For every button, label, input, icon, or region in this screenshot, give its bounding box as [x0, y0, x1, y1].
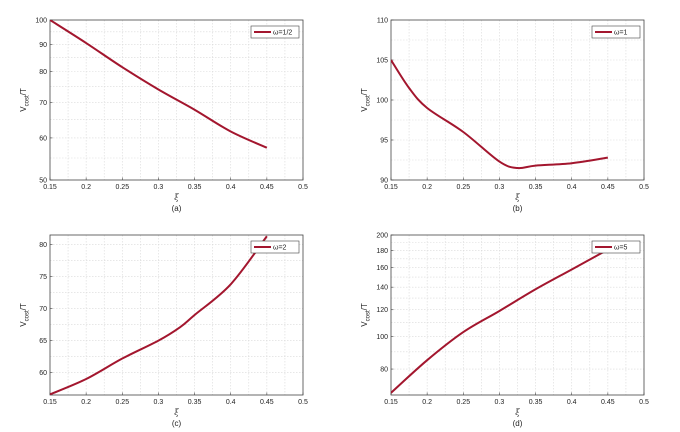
- x-tick-label: 0.2: [81, 184, 91, 191]
- legend-label: ω=5: [614, 245, 628, 252]
- x-tick-label: 0.3: [154, 399, 164, 406]
- x-tick-label: 0.2: [422, 184, 432, 191]
- legend-box: [250, 240, 300, 254]
- y-tick-label: 80: [380, 367, 388, 374]
- series-line: [50, 235, 268, 395]
- y-tick-label: 75: [39, 274, 47, 281]
- x-tick-label: 0.35: [529, 399, 543, 406]
- plot-frame: [390, 234, 645, 396]
- y-tick-label: 120: [376, 307, 388, 314]
- y-tick-label: 90: [380, 178, 388, 185]
- x-tick-label: 0.3: [495, 399, 505, 406]
- y-tick-label: 100: [35, 18, 47, 25]
- x-tick-label: 0.2: [422, 399, 432, 406]
- y-tick-label: 200: [376, 233, 388, 240]
- panel-caption: (a): [172, 204, 182, 213]
- x-tick-label: 0.3: [154, 184, 164, 191]
- x-axis-label: ξ: [174, 408, 179, 417]
- y-tick-label: 140: [376, 285, 388, 292]
- x-tick-label: 0.4: [226, 399, 236, 406]
- chart-panel-1: 0.15 0.2 0.25 0.3 0.35 0.4 0.45 0.5 50 60 70 80 90 10…: [19, 18, 308, 214]
- y-tick-label: 60: [39, 135, 47, 142]
- legend-box: [591, 240, 641, 254]
- x-tick-label: 0.25: [456, 184, 470, 191]
- y-tick-label: 110: [377, 18, 388, 25]
- y-tick-label: 180: [376, 248, 388, 255]
- y-tick-label: 80: [39, 242, 47, 249]
- legend-box: [250, 25, 300, 39]
- y-axis-label: Vcost/T: [360, 88, 372, 112]
- legend-label: ω=1: [614, 30, 628, 37]
- y-tick-label: 60: [39, 370, 47, 377]
- x-tick-label: 0.2: [81, 399, 91, 406]
- y-axis-label: Vcost/T: [19, 303, 31, 327]
- series-line: [50, 20, 268, 149]
- y-tick-label: 50: [39, 178, 47, 185]
- x-tick-label: 0.5: [639, 399, 649, 406]
- legend-label: ω=2: [273, 245, 287, 252]
- x-tick-label: 0.45: [601, 184, 615, 191]
- y-tick-label: 100: [376, 98, 388, 105]
- y-tick-label: 65: [39, 338, 47, 345]
- x-tick-label: 0.25: [115, 399, 129, 406]
- plot-frame: [49, 19, 304, 181]
- x-axis-label: ξ: [515, 193, 520, 202]
- panel-caption: (c): [172, 419, 182, 428]
- legend-box: [591, 25, 641, 39]
- chart-panel-2: 0.15 0.2 0.25 0.3 0.35 0.4 0.45 0.5 90 95 100 105 11…: [360, 18, 649, 214]
- x-tick-label: 0.45: [260, 399, 274, 406]
- x-tick-label: 0.5: [298, 184, 308, 191]
- plot-frame: [49, 234, 304, 396]
- x-tick-label: 0.15: [43, 399, 57, 406]
- series-line: [391, 59, 609, 170]
- x-tick-label: 0.3: [495, 184, 505, 191]
- y-tick-label: 160: [376, 265, 388, 272]
- x-tick-label: 0.25: [456, 399, 470, 406]
- y-axis-label: Vcost/T: [360, 303, 372, 327]
- y-tick-label: 95: [380, 138, 388, 145]
- x-tick-label: 0.45: [601, 399, 615, 406]
- y-tick-label: 80: [39, 69, 47, 76]
- x-tick-label: 0.15: [384, 184, 398, 191]
- x-tick-label: 0.15: [43, 184, 57, 191]
- x-tick-label: 0.5: [639, 184, 649, 191]
- chart-panel-3: 0.15 0.2 0.25 0.3 0.35 0.4 0.45 0.5 60 65 70 75 80 ξ V…: [19, 234, 308, 428]
- x-tick-label: 0.15: [384, 399, 398, 406]
- x-tick-label: 0.35: [529, 184, 543, 191]
- x-axis-label: ξ: [515, 408, 520, 417]
- series-line: [391, 248, 609, 394]
- x-tick-label: 0.5: [298, 399, 308, 406]
- panel-caption: (b): [513, 204, 523, 213]
- panel-caption: (d): [513, 419, 523, 428]
- y-tick-label: 105: [376, 58, 388, 65]
- y-tick-label: 100: [376, 334, 388, 341]
- x-tick-label: 0.35: [188, 184, 202, 191]
- x-tick-label: 0.35: [188, 399, 202, 406]
- x-axis-label: ξ: [174, 193, 179, 202]
- x-tick-label: 0.4: [567, 184, 577, 191]
- legend-label: ω=1/2: [273, 30, 292, 37]
- y-tick-label: 90: [39, 42, 47, 49]
- y-axis-label: Vcost/T: [19, 88, 31, 112]
- y-tick-label: 70: [39, 306, 47, 313]
- x-tick-label: 0.4: [567, 399, 577, 406]
- x-tick-label: 0.45: [260, 184, 274, 191]
- x-tick-label: 0.4: [226, 184, 236, 191]
- y-tick-label: 70: [39, 100, 47, 107]
- chart-panel-4: 0.15 0.2 0.25 0.3 0.35 0.4 0.45 0.5 80 100 120 140 1…: [360, 233, 649, 429]
- x-tick-label: 0.25: [115, 184, 129, 191]
